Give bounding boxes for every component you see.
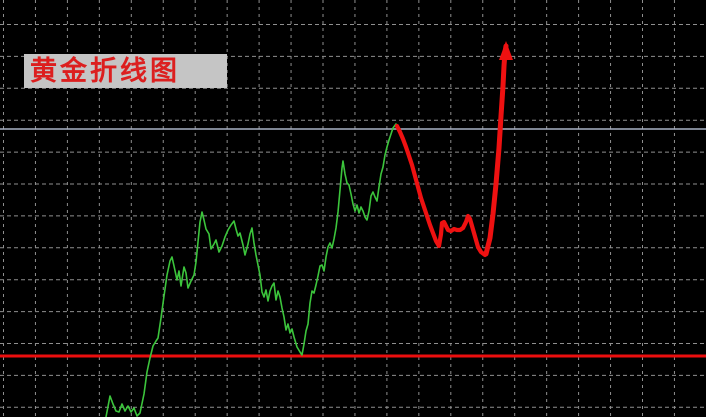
gold-price-line bbox=[105, 123, 397, 417]
annotation-down-stroke bbox=[394, 123, 488, 258]
chart-title-label: 黄金折线图 bbox=[24, 54, 227, 88]
up-arrow-head-icon bbox=[499, 41, 513, 60]
